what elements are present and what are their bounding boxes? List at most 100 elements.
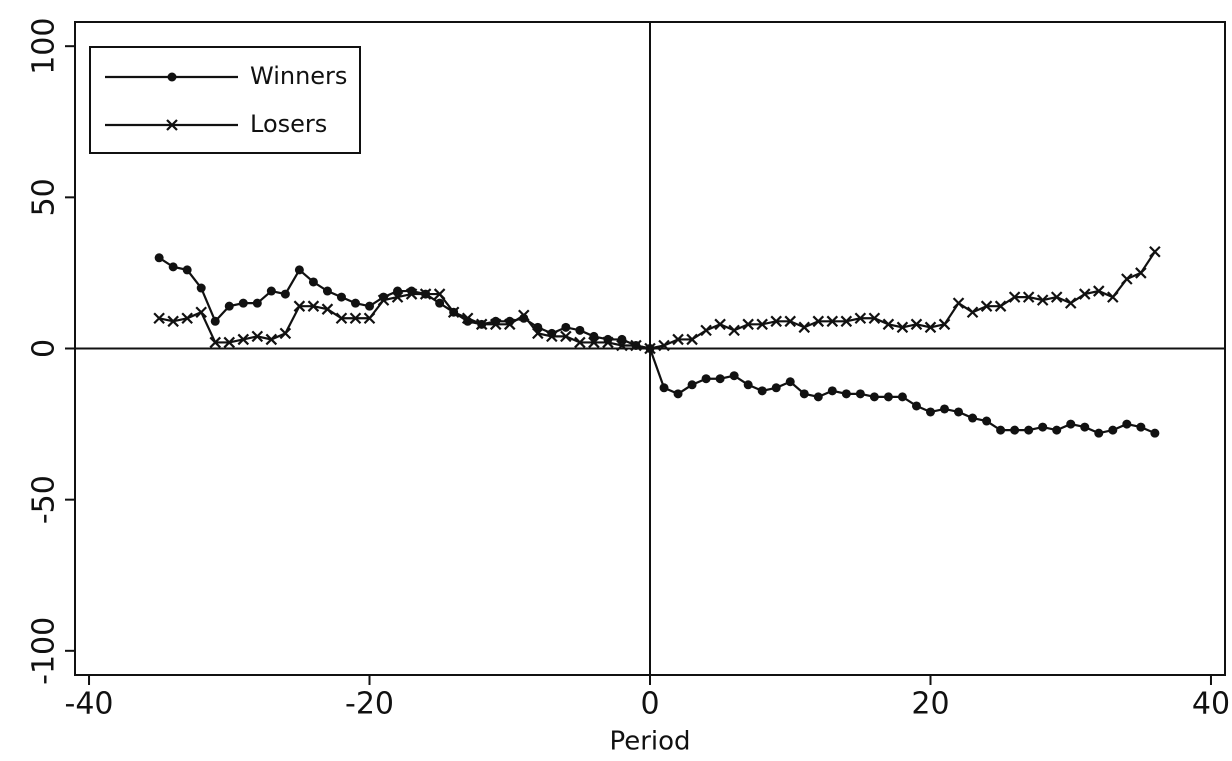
point [855, 389, 865, 399]
point [1080, 422, 1090, 432]
series-line [158, 251, 1156, 350]
point [940, 404, 950, 414]
point [1022, 291, 1035, 303]
point [503, 318, 516, 331]
point [701, 374, 711, 384]
point [659, 383, 669, 393]
point [1136, 422, 1146, 432]
point [826, 315, 839, 328]
point [574, 336, 586, 349]
point [350, 298, 360, 308]
point [1093, 285, 1105, 297]
point [1122, 419, 1132, 429]
x-axis-label: Period [609, 727, 690, 757]
point [686, 333, 698, 346]
point [435, 298, 445, 308]
point [195, 306, 207, 318]
point [349, 312, 362, 325]
point [560, 330, 572, 343]
x-tick-label: 0 [640, 687, 659, 722]
point [869, 392, 879, 402]
legend: Winners Losers [89, 46, 361, 154]
point [210, 316, 220, 326]
point [335, 312, 348, 325]
point [714, 318, 726, 331]
point [294, 265, 304, 275]
point [952, 297, 965, 309]
point [897, 392, 907, 402]
point [700, 324, 712, 337]
point [1052, 425, 1062, 435]
point [308, 277, 318, 287]
point [756, 318, 768, 331]
point [785, 377, 795, 387]
x-tick-label: -20 [345, 687, 394, 722]
legend-label: Losers [250, 110, 327, 138]
point [475, 318, 488, 331]
point [925, 407, 935, 417]
point [266, 286, 276, 296]
point [896, 321, 909, 334]
point [377, 294, 390, 306]
point [265, 333, 278, 346]
point [798, 321, 811, 334]
point [196, 283, 206, 293]
point [910, 318, 923, 331]
point [868, 312, 881, 325]
point [1010, 425, 1020, 435]
point [742, 318, 754, 331]
point [644, 342, 656, 355]
point [813, 392, 823, 402]
legend-marker [167, 72, 177, 82]
point [209, 336, 222, 349]
point [911, 401, 921, 411]
point [728, 324, 740, 337]
point [854, 312, 867, 325]
point [1149, 245, 1161, 258]
x-tick-label: 20 [911, 687, 949, 722]
point [489, 318, 502, 331]
point [167, 315, 179, 328]
point [996, 425, 1006, 435]
y-tick-label: 50 [27, 178, 62, 216]
point [1064, 297, 1077, 309]
point [673, 389, 683, 399]
point [1050, 291, 1063, 303]
point [980, 300, 993, 312]
point [687, 380, 697, 390]
point [237, 333, 250, 346]
point [1008, 291, 1021, 303]
point [658, 339, 670, 352]
legend-marker [166, 119, 178, 131]
point [181, 312, 193, 325]
point [616, 339, 628, 352]
point [1107, 291, 1119, 303]
legend-label: Winners [250, 62, 347, 90]
legend-box [89, 46, 361, 154]
point [153, 312, 165, 325]
point [419, 288, 432, 300]
point [602, 336, 614, 349]
y-tick-label: -50 [27, 475, 62, 524]
point [771, 383, 781, 393]
y-tick-label: 0 [27, 339, 62, 358]
point [1121, 273, 1133, 285]
point [238, 298, 248, 308]
point [938, 318, 951, 331]
point [770, 315, 782, 328]
point [252, 298, 262, 308]
point [1108, 425, 1118, 435]
point [968, 413, 978, 423]
point [447, 306, 460, 318]
point [840, 315, 853, 328]
point [561, 322, 571, 332]
point [715, 374, 725, 384]
point [784, 315, 797, 328]
point [461, 312, 474, 325]
point [280, 289, 290, 299]
point [336, 292, 346, 302]
point [321, 303, 334, 315]
y-tick-label: 100 [27, 18, 62, 75]
x-tick-label: 40 [1192, 687, 1230, 722]
